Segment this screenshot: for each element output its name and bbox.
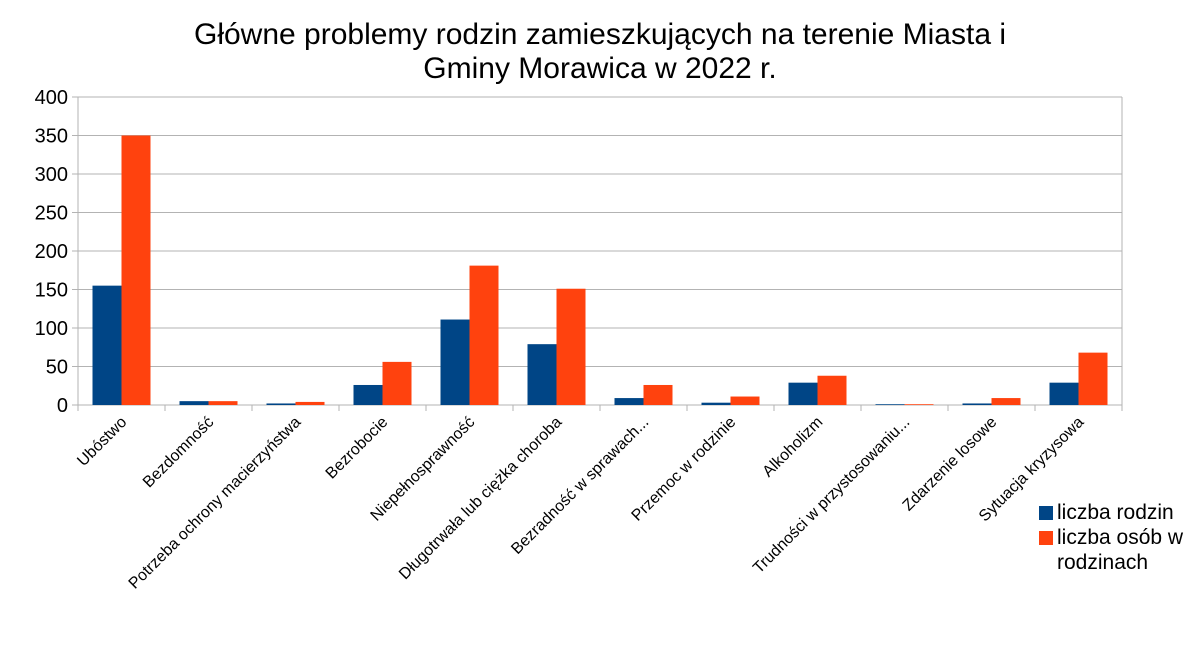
bar <box>295 401 325 405</box>
bar <box>92 285 122 405</box>
legend-swatch <box>1039 531 1053 545</box>
bar <box>991 398 1021 405</box>
bar <box>817 375 847 405</box>
bar <box>527 344 557 405</box>
x-tick-label: Zdarzenie losowe <box>900 414 1001 515</box>
legend-item: liczba rodzin <box>1037 500 1197 525</box>
y-tick-label: 0 <box>57 395 68 417</box>
legend-swatch <box>1039 506 1053 520</box>
bar <box>121 135 151 405</box>
bar <box>875 404 905 405</box>
bar <box>179 401 209 405</box>
x-tick-label: Długotrwała lub ciężka choroba <box>396 414 565 583</box>
y-tick-label: 150 <box>35 280 68 302</box>
legend-item: liczba osób w rodzinach <box>1037 525 1197 575</box>
y-tick-label: 300 <box>35 164 68 186</box>
bar <box>1078 352 1108 405</box>
bar <box>208 401 238 405</box>
bar <box>266 403 296 405</box>
x-tick-label: Bezradność w sprawach... <box>508 414 652 558</box>
bar <box>904 404 934 405</box>
y-tick-label: 400 <box>35 87 68 109</box>
legend-label: liczba osób w rodzinach <box>1057 526 1184 574</box>
x-tick-label: Ubóstwo <box>74 414 130 470</box>
y-tick-label: 200 <box>35 241 68 263</box>
x-tick-label: Trudności w przystosowaniu... <box>750 414 913 577</box>
bar <box>701 402 731 405</box>
x-tick-label: Bezdomność <box>140 414 217 491</box>
bar <box>353 384 383 405</box>
bar <box>614 398 644 405</box>
bar <box>788 382 818 405</box>
bar <box>730 396 760 405</box>
x-tick-label: Alkoholizm <box>760 414 827 481</box>
y-tick-label: 250 <box>35 203 68 225</box>
y-tick-label: 100 <box>35 318 68 340</box>
y-tick-label: 350 <box>35 126 68 148</box>
legend: liczba rodzin liczba osób w rodzinach <box>1037 500 1197 575</box>
bar <box>556 288 586 405</box>
bar <box>962 403 992 405</box>
legend-label: liczba rodzin <box>1057 501 1174 524</box>
y-tick-label: 50 <box>46 357 68 379</box>
bar <box>469 265 499 405</box>
bar <box>1049 382 1079 405</box>
chart-title: Główne problemy rodzin zamieszkujących n… <box>193 18 1007 85</box>
x-tick-label: Potrzeba ochrony macierzyństwa <box>126 414 305 593</box>
x-tick-label: Bezrobocie <box>323 414 392 483</box>
bar <box>382 361 412 405</box>
bar <box>440 319 470 405</box>
bar <box>643 384 673 405</box>
